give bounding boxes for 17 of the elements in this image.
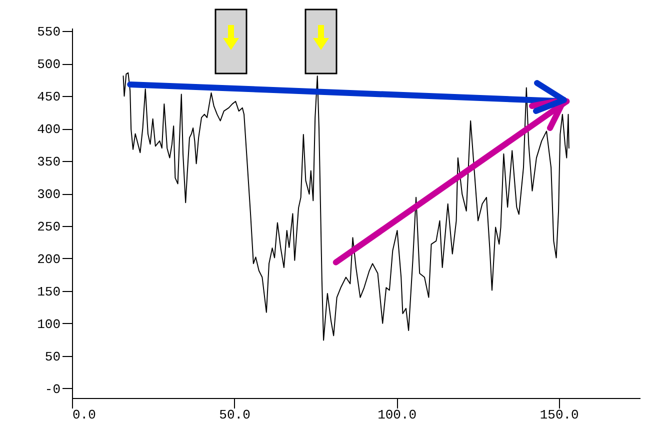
x-tick-label: 150.0 <box>540 408 579 422</box>
y-tick-label: 400 <box>37 122 60 138</box>
line-series <box>122 72 570 341</box>
y-tick-label: 150 <box>37 284 60 300</box>
y-tick-label: 450 <box>37 90 60 105</box>
y-tick-label: 350 <box>37 154 60 170</box>
x-tick-label: 0.0 <box>72 408 96 422</box>
y-tick-label: 250 <box>37 219 60 234</box>
y-tick-label: 100 <box>37 316 60 332</box>
y-tick-label: 550 <box>37 24 60 40</box>
y-tick-label: 300 <box>37 187 60 202</box>
x-tick-label: 100.0 <box>378 408 417 422</box>
y-tick-label: 500 <box>37 57 60 72</box>
y-tick-label: -0 <box>44 382 60 397</box>
y-tick-label: 50 <box>44 349 60 364</box>
x-tick-label: 50.0 <box>219 408 250 422</box>
y-tick-label: 200 <box>37 252 60 267</box>
